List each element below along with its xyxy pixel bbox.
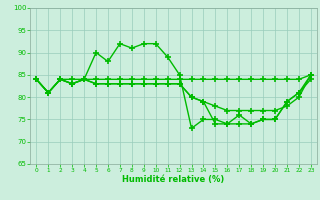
X-axis label: Humidité relative (%): Humidité relative (%): [123, 175, 225, 184]
